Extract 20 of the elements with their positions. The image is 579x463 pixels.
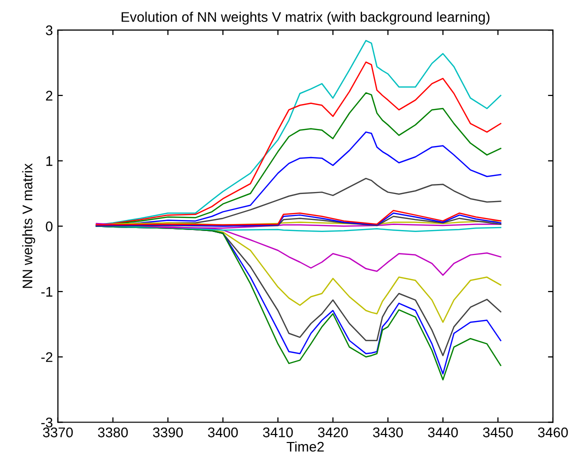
x-tick-label: 3460: [538, 427, 568, 438]
y-tick-label: -1: [41, 287, 52, 297]
y-tick-label: 0: [46, 222, 52, 232]
x-tick-label: 3380: [98, 427, 128, 438]
x-axis-title: Time2: [286, 441, 324, 452]
x-tick-label: 3410: [263, 427, 293, 438]
y-tick-label: -2: [41, 352, 52, 362]
x-tick-label: 3390: [152, 427, 183, 438]
chart-title: Evolution of NN weights V matrix (with background learning): [122, 12, 490, 25]
x-tick-label: 3430: [373, 427, 403, 438]
y-tick-label: 2: [46, 90, 52, 100]
x-tick-label: 3420: [318, 427, 348, 438]
y-tick-label: -3: [41, 418, 52, 428]
x-tick-label: 3400: [208, 427, 238, 438]
y-tick-label: 3: [46, 25, 52, 36]
x-tick-label: 3450: [483, 427, 513, 438]
y-axis-title: NN weights V matrix: [22, 163, 36, 288]
x-tick-label: 3370: [42, 427, 73, 438]
y-tick-label: 1: [46, 156, 52, 166]
x-tick-label: 3440: [428, 427, 458, 438]
